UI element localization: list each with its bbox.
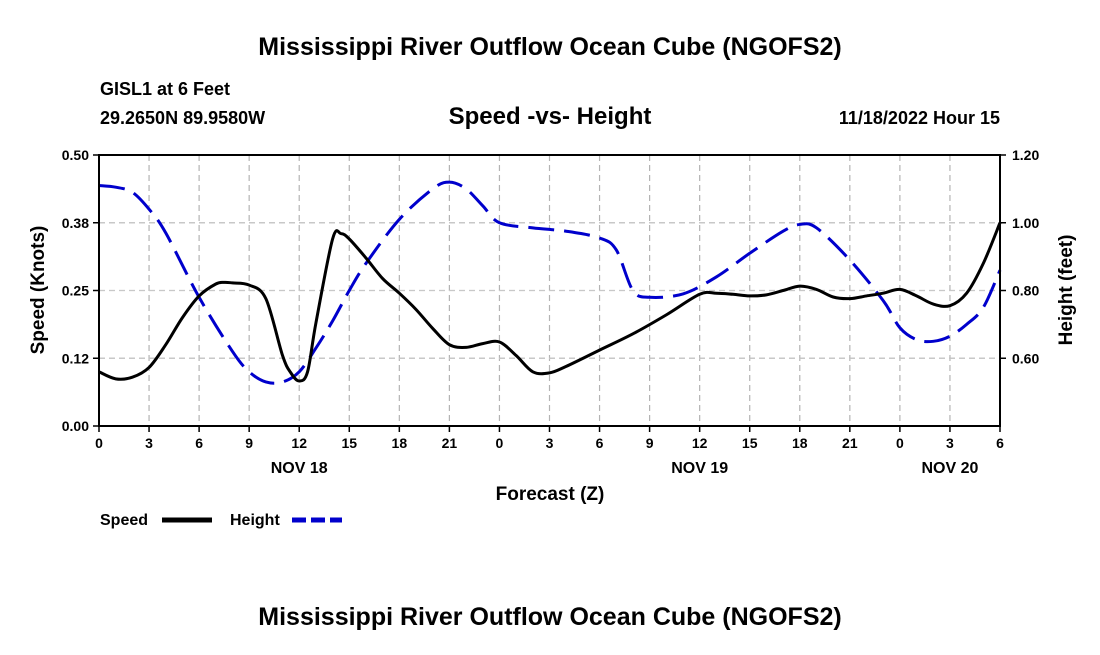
series-height-line <box>98 180 1002 385</box>
coordinates-label: 29.2650N 89.9580W <box>100 108 265 128</box>
x-tick-label: 21 <box>842 435 858 451</box>
series-layer <box>98 180 1002 385</box>
x-tick-label: 12 <box>692 435 708 451</box>
y-right-tick-label: 1.20 <box>1012 147 1039 163</box>
x-tick-label: 12 <box>291 435 307 451</box>
y-right-tick-label: 1.00 <box>1012 215 1039 231</box>
x-tick-label: 0 <box>896 435 904 451</box>
x-tick-label: 3 <box>145 435 153 451</box>
y-axis-left-title: Speed (Knots) <box>28 226 49 355</box>
y-left-tick-label: 0.38 <box>62 215 89 231</box>
x-tick-label: 15 <box>742 435 758 451</box>
y-left-tick-label: 0.25 <box>62 283 89 299</box>
series-speed-line <box>98 222 1002 383</box>
chart-title: Mississippi River Outflow Ocean Cube (NG… <box>258 33 841 61</box>
x-tick-label: 0 <box>95 435 103 451</box>
x-tick-label: 6 <box>996 435 1004 451</box>
x-tick-label: 15 <box>341 435 357 451</box>
x-tick-label: 0 <box>496 435 504 451</box>
x-tick-label: 18 <box>792 435 808 451</box>
x-tick-label: 3 <box>946 435 954 451</box>
station-label: GISL1 at 6 Feet <box>100 79 230 99</box>
x-axis-title: Forecast (Z) <box>496 484 605 505</box>
date-label: NOV 20 <box>921 460 978 477</box>
x-tick-label: 3 <box>546 435 554 451</box>
x-tick-label: 6 <box>596 435 604 451</box>
x-tick-label: 21 <box>442 435 458 451</box>
x-tick-label: 6 <box>195 435 203 451</box>
date-label: NOV 19 <box>671 460 728 477</box>
chart-subtitle: Speed -vs- Height <box>449 103 652 130</box>
x-tick-label: 18 <box>392 435 408 451</box>
legend-speed-label: Speed <box>100 512 148 529</box>
y-right-tick-label: 0.60 <box>1012 350 1039 366</box>
tick-layer: 0 3 6 9 12 15 18 21 0 3 6 9 12 15 18 21 0 3 6 NOV 18 NOV 19 N… <box>62 147 1040 477</box>
grid <box>99 155 1000 426</box>
x-tick-label: 9 <box>245 435 253 451</box>
y-left-tick-label: 0.00 <box>62 418 89 434</box>
legend: Speed Height <box>100 512 342 529</box>
legend-height-label: Height <box>230 512 280 529</box>
date-label: NOV 18 <box>271 460 328 477</box>
y-axis-right-title: Height (feet) <box>1056 235 1077 346</box>
timestamp-label: 11/18/2022 Hour 15 <box>839 108 1000 128</box>
x-tick-label: 9 <box>646 435 654 451</box>
footer-title: Mississippi River Outflow Ocean Cube (NG… <box>258 603 841 631</box>
y-left-tick-label: 0.12 <box>62 350 89 366</box>
y-left-tick-label: 0.50 <box>62 147 89 163</box>
y-right-tick-label: 0.80 <box>1012 283 1039 299</box>
